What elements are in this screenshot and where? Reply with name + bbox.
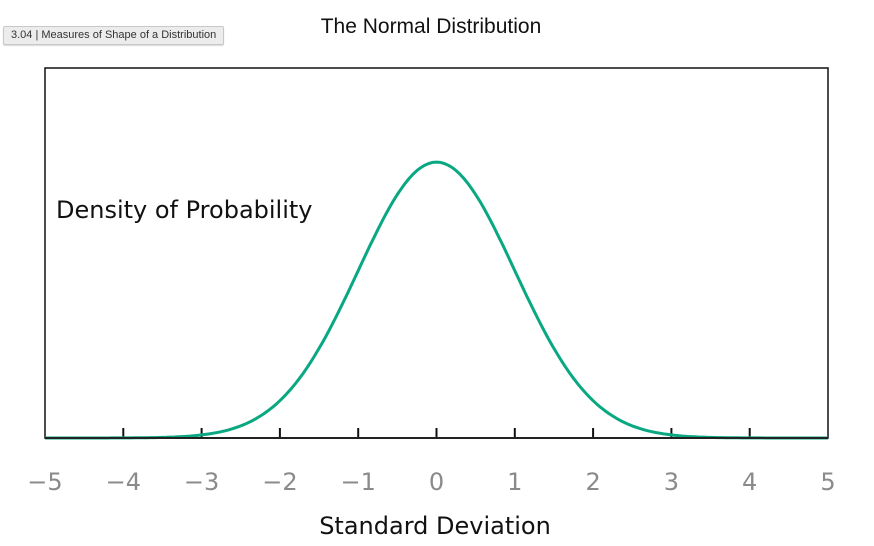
x-tick-label: −3 [184,468,219,496]
x-tick-label: 5 [820,468,835,496]
section-tag: 3.04 | Measures of Shape of a Distributi… [3,26,225,45]
x-tick-label: −1 [341,468,376,496]
chart-title: The Normal Distribution [321,15,542,38]
x-tick-label: −2 [262,468,297,496]
x-tick-label: 4 [742,468,757,496]
density-curve [45,160,828,440]
x-tick-label: 0 [429,468,444,496]
x-tick-label: 3 [664,468,679,496]
x-axis-label: Standard Deviation [319,512,551,540]
x-tick-label: −4 [106,468,141,496]
y-axis-label: Density of Probability [56,196,313,224]
x-tick-label: 1 [507,468,522,496]
x-tick-label: 2 [585,468,600,496]
x-tick-label: −5 [27,468,62,496]
plot-frame [44,67,829,439]
